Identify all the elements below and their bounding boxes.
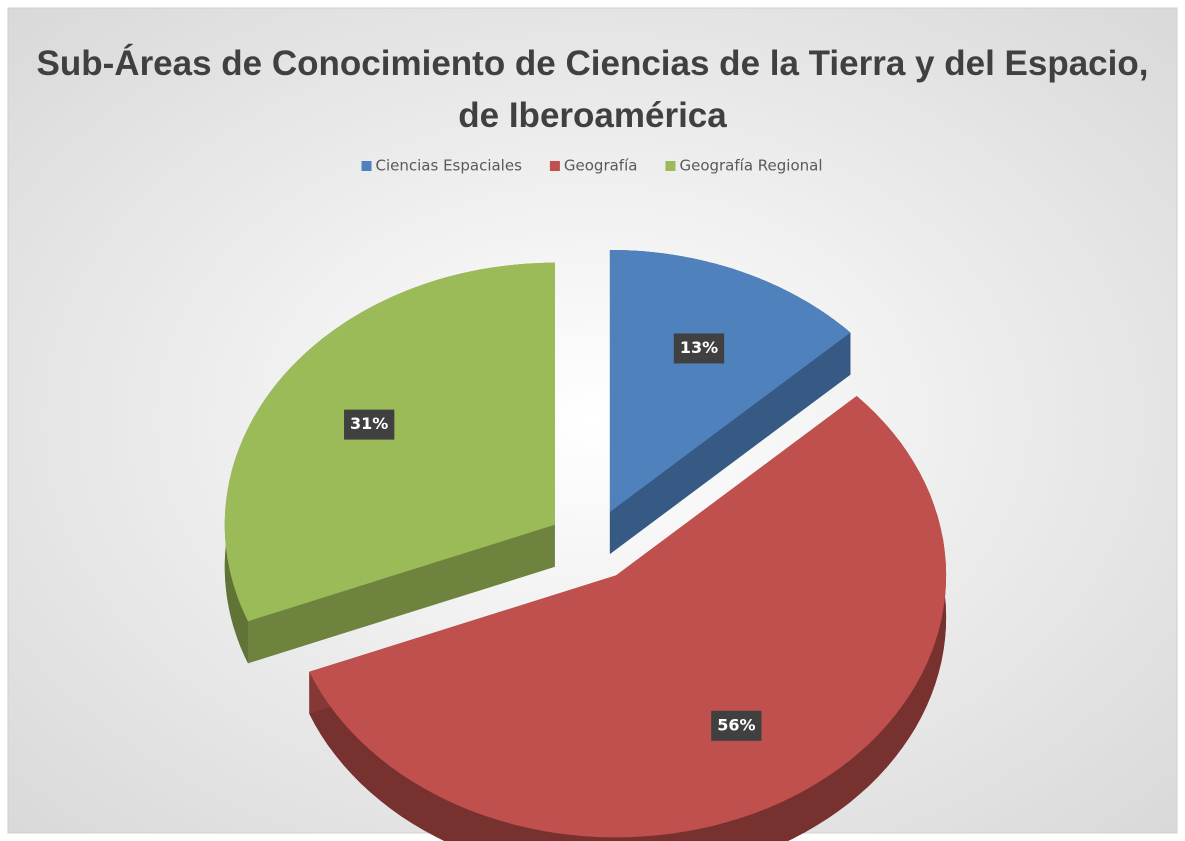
legend-label: Ciencias Espaciales [376,157,523,175]
slice [224,262,555,622]
legend-swatch [361,161,372,171]
legend: Ciencias Espaciales Geografía Geografía Re… [361,157,822,175]
slice [609,250,851,512]
data-label-text: 56% [717,715,755,734]
slice-depth [609,332,851,554]
data-label: 13% [673,333,725,364]
data-label-box [711,710,762,741]
legend-swatch [549,161,560,171]
chart-title: Sub-Áreas de Conocimiento de Ciencias de… [36,44,1149,135]
slice-depth [248,524,555,664]
legend-label: Geografía Regional [679,157,822,175]
data-label-box [344,409,395,440]
legend-label: Geografía [564,157,638,175]
slice [309,396,947,838]
legend-swatch [665,161,676,171]
data-label-text: 13% [680,338,718,357]
data-label-text: 31% [350,414,388,433]
data-label: 56% [711,710,762,741]
data-label: 31% [344,409,395,440]
data-label-box [673,333,725,364]
